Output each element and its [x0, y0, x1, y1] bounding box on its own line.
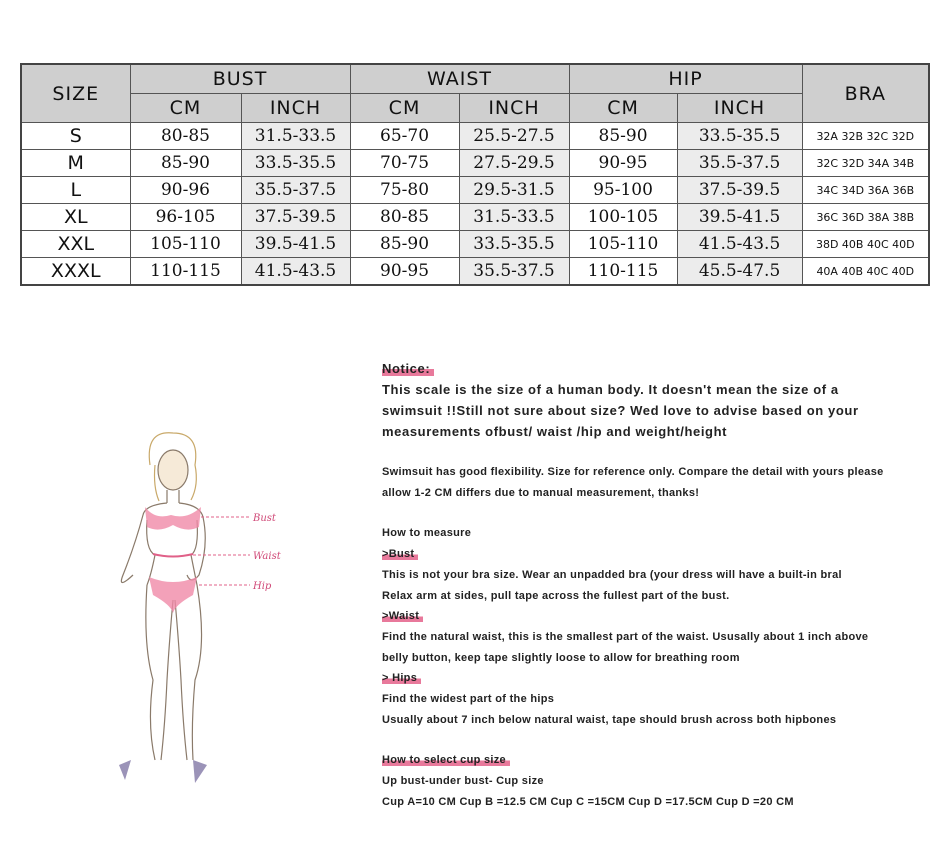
cell-waist-in: 27.5-29.5 — [458, 149, 570, 177]
flex-line: allow 1-2 CM differs due to manual measu… — [382, 486, 700, 499]
table-row: M 85-90 33.5-35.5 70-75 27.5-29.5 90-95 35.5-3… — [20, 149, 930, 177]
cell-waist-in: 29.5-31.5 — [458, 176, 570, 204]
cell-hip-cm: 85-90 — [568, 122, 678, 150]
table-row: L 90-96 35.5-37.5 75-80 29.5-31.5 95-100 37.5-… — [20, 176, 930, 204]
hips-line: Find the widest part of the hips — [382, 693, 555, 706]
hips-title: > Hips — [382, 672, 422, 685]
header-bust-cm: CM — [129, 93, 242, 123]
cell-hip-in: 35.5-37.5 — [676, 149, 803, 177]
cell-hip-in: 37.5-39.5 — [676, 176, 803, 204]
cup-title: How to select cup size — [382, 754, 510, 767]
cell-hip-cm: 100-105 — [568, 203, 678, 231]
cell-size: M — [20, 149, 131, 177]
notice-line: This scale is the size of a human body. … — [382, 382, 839, 397]
cell-waist-cm: 70-75 — [349, 149, 460, 177]
table-row: XL 96-105 37.5-39.5 80-85 31.5-33.5 100-105 39… — [20, 203, 930, 231]
flex-line: Swimsuit has good flexibility. Size for … — [382, 466, 884, 478]
notice-line: swimsuit !!Still not sure about size? We… — [382, 403, 859, 418]
header-hip-cm: CM — [568, 93, 678, 123]
cell-hip-in: 41.5-43.5 — [676, 230, 803, 258]
hips-line: Usually about 7 inch below natural waist… — [382, 713, 837, 726]
header-bust: BUST — [129, 63, 351, 94]
cell-bra: 34C 34D 36A 36B — [801, 176, 930, 204]
cell-waist-in: 25.5-27.5 — [458, 122, 570, 150]
cell-bra: 32A 32B 32C 32D — [801, 122, 930, 150]
cell-bust-in: 39.5-41.5 — [240, 230, 351, 258]
header-size: SIZE — [20, 63, 131, 123]
cell-size: L — [20, 176, 131, 204]
cell-bra: 38D 40B 40C 40D — [801, 230, 930, 258]
cell-bust-cm: 90-96 — [129, 176, 242, 204]
cell-hip-in: 33.5-35.5 — [676, 122, 803, 150]
cell-bust-in: 31.5-33.5 — [240, 122, 351, 150]
cup-line: Cup A=10 CM Cup B =12.5 CM Cup C =15CM C… — [382, 795, 794, 808]
cell-waist-cm: 65-70 — [349, 122, 460, 150]
cell-bust-in: 37.5-39.5 — [240, 203, 351, 231]
body-measurement-illustration: Bust Waist Hip — [95, 425, 335, 795]
bust-line: This is not your bra size. Wear an unpad… — [382, 568, 842, 581]
header-waist: WAIST — [349, 63, 570, 94]
table-row: S 80-85 31.5-33.5 65-70 25.5-27.5 85-90 33.5-3… — [20, 122, 930, 150]
waist-line: Find the natural waist, this is the smal… — [382, 630, 869, 643]
header-bust-inch: INCH — [240, 93, 351, 123]
cell-size: S — [20, 122, 131, 150]
cell-hip-cm: 95-100 — [568, 176, 678, 204]
cell-hip-in: 39.5-41.5 — [676, 203, 803, 231]
header-waist-inch: INCH — [458, 93, 570, 123]
size-notes: Notice: This scale is the size of a huma… — [382, 358, 942, 813]
cell-hip-in: 45.5-47.5 — [676, 257, 803, 286]
cell-waist-cm: 75-80 — [349, 176, 460, 204]
waist-label: Waist — [253, 551, 282, 562]
cell-hip-cm: 90-95 — [568, 149, 678, 177]
cell-size: XXXL — [20, 257, 131, 286]
notice-line: measurements ofbust/ waist /hip and weig… — [382, 424, 728, 439]
hip-label: Hip — [252, 581, 272, 592]
cell-size: XXL — [20, 230, 131, 258]
waist-title: >Waist — [382, 610, 424, 623]
cell-bust-in: 35.5-37.5 — [240, 176, 351, 204]
cell-bra: 40A 40B 40C 40D — [801, 257, 930, 286]
cell-bust-cm: 105-110 — [129, 230, 242, 258]
header-hip-inch: INCH — [676, 93, 803, 123]
bust-line: Relax arm at sides, pull tape across the… — [382, 589, 730, 602]
cup-line: Up bust-under bust- Cup size — [382, 775, 544, 788]
header-hip: HIP — [568, 63, 803, 94]
size-chart-table: SIZE BUST WAIST HIP BRA CM INCH CM INCH … — [20, 63, 931, 286]
table-row: XXXL 110-115 41.5-43.5 90-95 35.5-37.5 110-11… — [20, 257, 930, 286]
cell-waist-cm: 80-85 — [349, 203, 460, 231]
cell-waist-cm: 85-90 — [349, 230, 460, 258]
header-waist-cm: CM — [349, 93, 460, 123]
cell-bust-cm: 110-115 — [129, 257, 242, 286]
cell-hip-cm: 110-115 — [568, 257, 678, 286]
cell-bust-cm: 80-85 — [129, 122, 242, 150]
cell-hip-cm: 105-110 — [568, 230, 678, 258]
cell-bra: 32C 32D 34A 34B — [801, 149, 930, 177]
cell-waist-in: 31.5-33.5 — [458, 203, 570, 231]
cell-bust-cm: 85-90 — [129, 149, 242, 177]
cell-bra: 36C 36D 38A 38B — [801, 203, 930, 231]
table-row: XXL 105-110 39.5-41.5 85-90 33.5-35.5 105-110… — [20, 230, 930, 258]
cell-bust-in: 41.5-43.5 — [240, 257, 351, 286]
how-to-measure: How to measure — [382, 527, 472, 540]
cell-bust-in: 33.5-35.5 — [240, 149, 351, 177]
cell-waist-in: 33.5-35.5 — [458, 230, 570, 258]
header-bra: BRA — [801, 63, 930, 123]
bust-label: Bust — [252, 513, 277, 524]
bust-title: >Bust — [382, 548, 419, 561]
notice-title: Notice: — [382, 361, 435, 376]
cell-size: XL — [20, 203, 131, 231]
cell-waist-in: 35.5-37.5 — [458, 257, 570, 286]
cell-waist-cm: 90-95 — [349, 257, 460, 286]
cell-bust-cm: 96-105 — [129, 203, 242, 231]
waist-line: belly button, keep tape slightly loose t… — [382, 651, 740, 664]
